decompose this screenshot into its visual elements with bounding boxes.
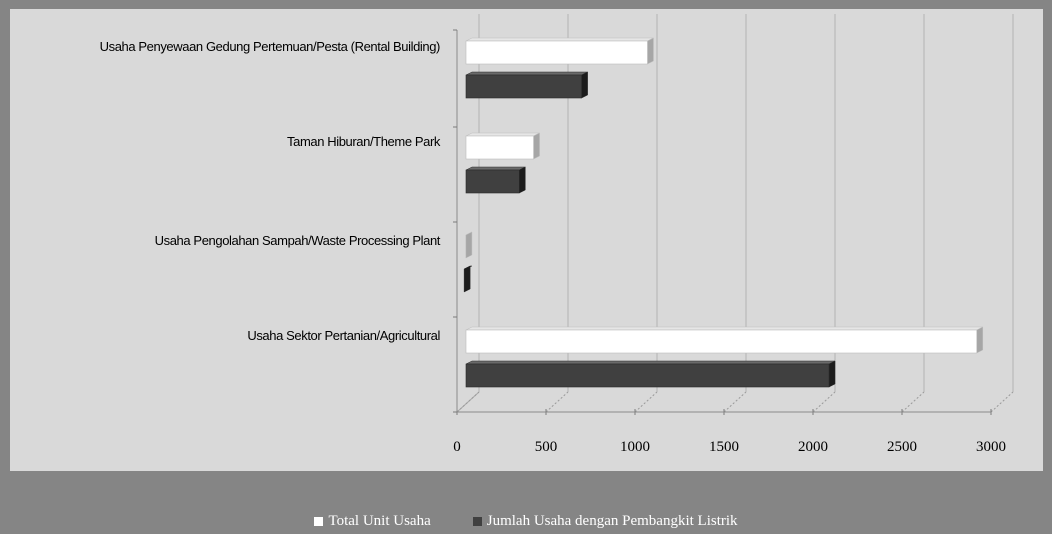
- bar-top-face: [465, 360, 836, 365]
- x-tick-label: 2000: [798, 439, 828, 455]
- bar-side-face: [828, 360, 836, 388]
- x-tick-label: 500: [535, 439, 558, 455]
- bar: [465, 169, 520, 194]
- floor-gridline: [545, 391, 569, 413]
- category-label: Usaha Penyewaan Gedung Pertemuan/Pesta (…: [100, 39, 440, 54]
- x-tick-label: 1000: [620, 439, 650, 455]
- floor-gridline: [990, 391, 1014, 413]
- bar-top-face: [465, 326, 983, 331]
- x-tick-label: 3000: [976, 439, 1006, 455]
- bar: [465, 329, 978, 354]
- bar-side-face: [976, 326, 984, 354]
- floor-gridline: [901, 391, 925, 413]
- legend-label-total: Total Unit Usaha: [328, 513, 431, 529]
- floor-gridline: [723, 391, 747, 413]
- legend-swatch-generator: [472, 517, 482, 526]
- bars-layer: [463, 37, 984, 388]
- category-label: Taman Hiburan/Theme Park: [287, 134, 441, 149]
- legend-swatch-total: [314, 517, 324, 526]
- x-tick-label: 1500: [709, 439, 739, 455]
- floor-gridline: [812, 391, 836, 413]
- bar-side-face: [463, 265, 471, 293]
- bar: [465, 74, 582, 99]
- category-label: Usaha Pengolahan Sampah/Waste Processing…: [155, 233, 441, 248]
- x-tick-label: 2500: [887, 439, 917, 455]
- bar-top-face: [465, 37, 654, 42]
- labels-layer: 0 500 1000 1500 2000 2500 3000 Usaha Penyewaan …: [100, 39, 1006, 455]
- legend-item-generator: Jumlah Usaha dengan Pembangkit Listrik: [472, 513, 738, 530]
- floor-gridline: [634, 391, 658, 413]
- bar-top-face: [465, 71, 588, 76]
- legend-item-total: Total Unit Usaha: [314, 513, 431, 530]
- bar: [465, 40, 648, 65]
- bar: [465, 135, 534, 160]
- bar-side-face: [533, 132, 540, 160]
- category-label: Usaha Sektor Pertanian/Agricultural: [247, 328, 440, 343]
- bar-side-face: [465, 231, 473, 259]
- legend-label-generator: Jumlah Usaha dengan Pembangkit Listrik: [486, 513, 738, 529]
- bar-top-face: [465, 166, 526, 171]
- x-tick-label: 0: [453, 439, 461, 455]
- bar-side-face: [647, 37, 654, 65]
- bar-top-face: [465, 132, 540, 137]
- bar-side-face: [519, 166, 526, 194]
- bar-side-face: [581, 71, 588, 99]
- bar: [465, 363, 830, 388]
- floor-gridline: [456, 391, 480, 413]
- legend: Total Unit Usaha Jumlah Usaha dengan Pem…: [0, 513, 1052, 530]
